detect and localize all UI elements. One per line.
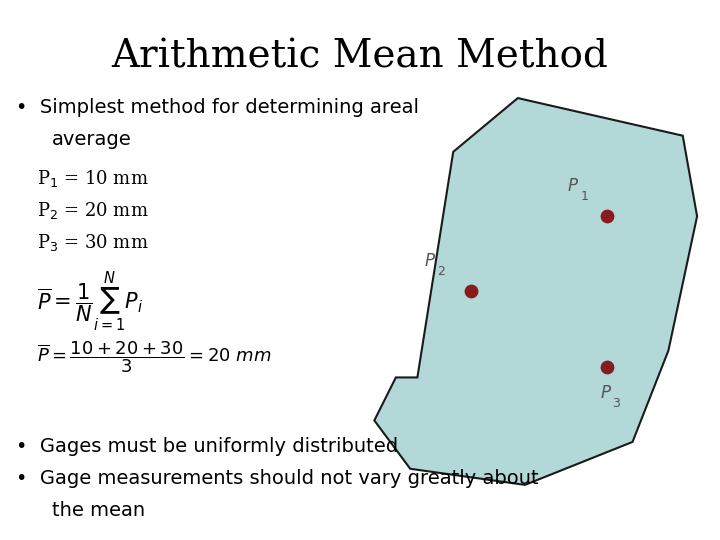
Text: P$_3$ = 30 mm: P$_3$ = 30 mm xyxy=(37,232,149,253)
Text: P: P xyxy=(568,177,578,195)
Text: the mean: the mean xyxy=(52,501,145,520)
Text: average: average xyxy=(52,130,131,150)
Text: 1: 1 xyxy=(580,190,588,203)
Text: P$_2$ = 20 mm: P$_2$ = 20 mm xyxy=(37,200,149,221)
Point xyxy=(602,362,613,371)
Text: P$_1$ = 10 mm: P$_1$ = 10 mm xyxy=(37,168,149,189)
Text: •  Gage measurements should not vary greatly about: • Gage measurements should not vary grea… xyxy=(16,469,539,488)
Text: $\overline{P} = \dfrac{1}{N}\sum_{i=1}^{N}P_i$: $\overline{P} = \dfrac{1}{N}\sum_{i=1}^{… xyxy=(37,270,143,333)
Text: 3: 3 xyxy=(613,397,621,410)
Text: 2: 2 xyxy=(437,265,445,278)
Text: •  Gages must be uniformly distributed: • Gages must be uniformly distributed xyxy=(16,436,398,456)
Point xyxy=(602,212,613,221)
Polygon shape xyxy=(374,98,697,485)
Text: P: P xyxy=(425,252,435,270)
Text: $\overline{P} = \dfrac{10+20+30}{3} = 20\ mm$: $\overline{P} = \dfrac{10+20+30}{3} = 20… xyxy=(37,340,272,375)
Point xyxy=(465,287,477,296)
Text: Arithmetic Mean Method: Arithmetic Mean Method xyxy=(112,39,608,76)
Text: •  Simplest method for determining areal: • Simplest method for determining areal xyxy=(16,98,419,117)
Text: P: P xyxy=(600,383,611,402)
